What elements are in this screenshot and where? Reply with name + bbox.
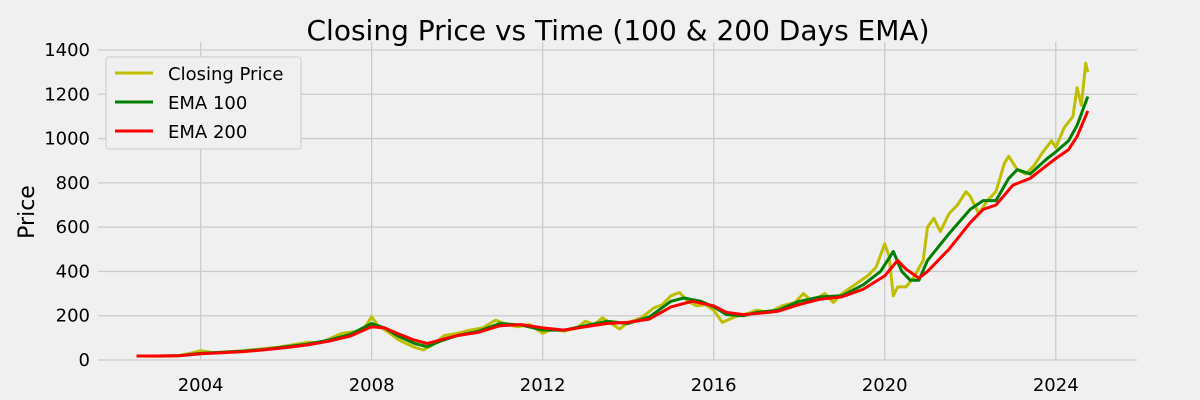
y-tick-label: 200: [56, 306, 90, 327]
y-tick-label: 1200: [44, 84, 90, 105]
x-tick-label: 2008: [349, 375, 395, 396]
legend-label-ema-200: EMA 200: [168, 122, 247, 143]
legend-label-closing-price: Closing Price: [168, 64, 283, 85]
y-tick-label: 800: [56, 173, 90, 194]
legend-box: [105, 56, 302, 150]
series-lines: [136, 61, 1090, 358]
series-line-ema-200: [136, 110, 1090, 358]
x-tick-label: 2024: [1033, 375, 1079, 396]
x-tick-label: 2004: [178, 375, 224, 396]
chart-title: Closing Price vs Time (100 & 200 Days EM…: [307, 14, 930, 47]
legend: Closing Price EMA 100 EMA 200: [105, 56, 302, 150]
y-axis-ticks: 0 200 400 600 800 1000 1200 1400: [44, 40, 90, 371]
y-tick-label: 1000: [44, 129, 90, 150]
legend-label-ema-100: EMA 100: [168, 93, 247, 114]
x-tick-label: 2020: [862, 375, 908, 396]
x-tick-label: 2016: [691, 375, 737, 396]
y-tick-label: 0: [79, 350, 90, 371]
y-tick-label: 600: [56, 217, 90, 238]
y-tick-label: 1400: [44, 40, 90, 61]
y-axis-label: Price: [15, 185, 40, 239]
y-tick-label: 400: [56, 261, 90, 282]
x-tick-label: 2012: [520, 375, 566, 396]
x-axis-ticks: 2004 2008 2012 2016 2020 2024: [178, 375, 1079, 396]
